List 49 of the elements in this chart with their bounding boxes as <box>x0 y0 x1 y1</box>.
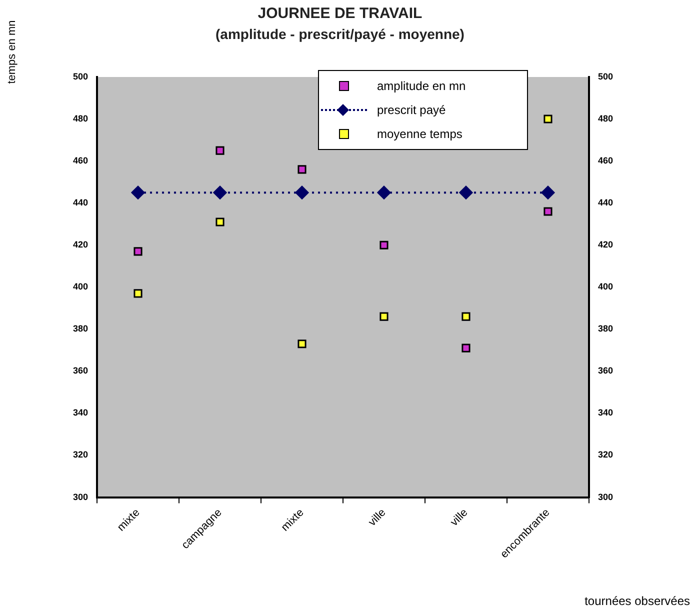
y2-tick-label: 400 <box>598 282 614 292</box>
point <box>134 289 142 298</box>
y2-tick-label: 440 <box>598 198 614 208</box>
y2-tick-label: 380 <box>598 324 614 334</box>
y2-tick-label: 360 <box>598 366 614 376</box>
point <box>295 186 309 200</box>
point <box>134 247 142 256</box>
y-tick-label: 480 <box>72 114 88 124</box>
y-tick-label: 300 <box>72 492 88 502</box>
chart-title: JOURNEE DE TRAVAIL <box>256 4 424 24</box>
y-tick-label: 400 <box>72 282 88 292</box>
chart-subtitle: (amplitude - prescrit/payé - moyenne) <box>214 26 466 42</box>
y-tick-label: 420 <box>72 240 88 250</box>
point <box>541 186 555 200</box>
x-tick-label: ville <box>366 506 388 529</box>
y2-tick-label: 340 <box>598 408 614 418</box>
point <box>298 340 306 348</box>
legend-label: amplitude en mn <box>377 79 466 93</box>
y-tick-label: 380 <box>72 324 88 334</box>
y2-tick-label: 300 <box>598 492 614 502</box>
point <box>462 312 470 321</box>
y-tick-label: 500 <box>72 71 88 82</box>
point <box>131 186 145 200</box>
y2-tick-label: 460 <box>598 156 614 166</box>
y-tick-label: 360 <box>72 366 88 376</box>
y2-tick-label: 480 <box>598 114 614 124</box>
y2-tick-label: 420 <box>598 240 614 250</box>
legend-label: moyenne temps <box>377 127 462 141</box>
point <box>298 165 306 174</box>
y-tick-label: 440 <box>72 198 88 208</box>
point <box>380 312 388 321</box>
point <box>544 207 552 216</box>
point <box>544 114 552 124</box>
y-axis-title: temps en mn <box>6 19 18 86</box>
x-tick-label: ville <box>448 506 470 529</box>
point <box>459 186 473 200</box>
point <box>380 240 388 250</box>
point <box>216 146 224 155</box>
y2-tick-label: 320 <box>598 450 614 460</box>
point <box>213 186 227 200</box>
y-tick-label: 460 <box>72 156 88 166</box>
y-tick-label: 320 <box>72 450 88 460</box>
y2-tick-label: 500 <box>598 71 614 82</box>
legend-label: prescrit payé <box>377 103 446 117</box>
y-tick-label: 340 <box>72 408 88 418</box>
x-axis-title: tournées observées <box>584 594 690 608</box>
point <box>216 218 224 226</box>
point <box>462 344 470 352</box>
point <box>377 186 391 200</box>
